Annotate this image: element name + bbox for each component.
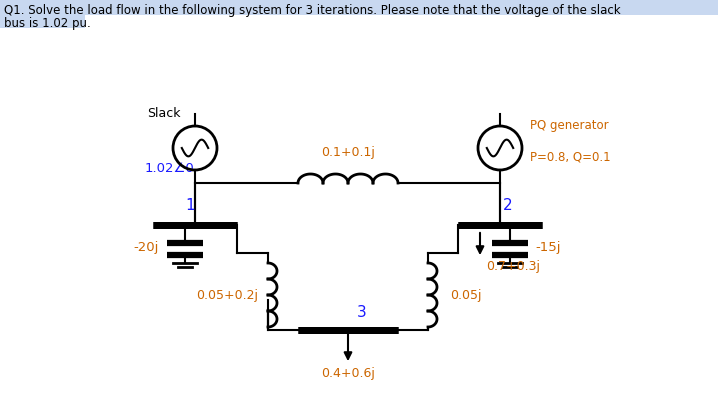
Text: -15j: -15j	[535, 242, 561, 255]
Bar	[0, 15, 85, 28]
Text: 1: 1	[185, 198, 195, 213]
Text: 1.02∠0: 1.02∠0	[145, 162, 195, 175]
Text: 0.4+0.6j: 0.4+0.6j	[321, 367, 375, 380]
Text: Q1. Solve the load flow in the following system for 3 iterations. Please note th: Q1. Solve the load flow in the following…	[4, 4, 620, 17]
Text: 2: 2	[503, 198, 513, 213]
Text: bus is 1.02 pu.: bus is 1.02 pu.	[4, 17, 90, 30]
Text: PQ generator: PQ generator	[530, 119, 609, 132]
Text: 0.05j: 0.05j	[450, 289, 482, 301]
Text: P=0.8, Q=0.1: P=0.8, Q=0.1	[530, 150, 610, 163]
Text: -20j: -20j	[134, 242, 159, 255]
Text: 0.1+0.1j: 0.1+0.1j	[321, 146, 375, 159]
Text: 3: 3	[357, 305, 367, 320]
Text: Slack: Slack	[147, 107, 180, 120]
Text: 0.7+0.3j: 0.7+0.3j	[486, 260, 540, 273]
Text: 0.05+0.2j: 0.05+0.2j	[196, 289, 258, 301]
Bar	[0, 0, 718, 15]
